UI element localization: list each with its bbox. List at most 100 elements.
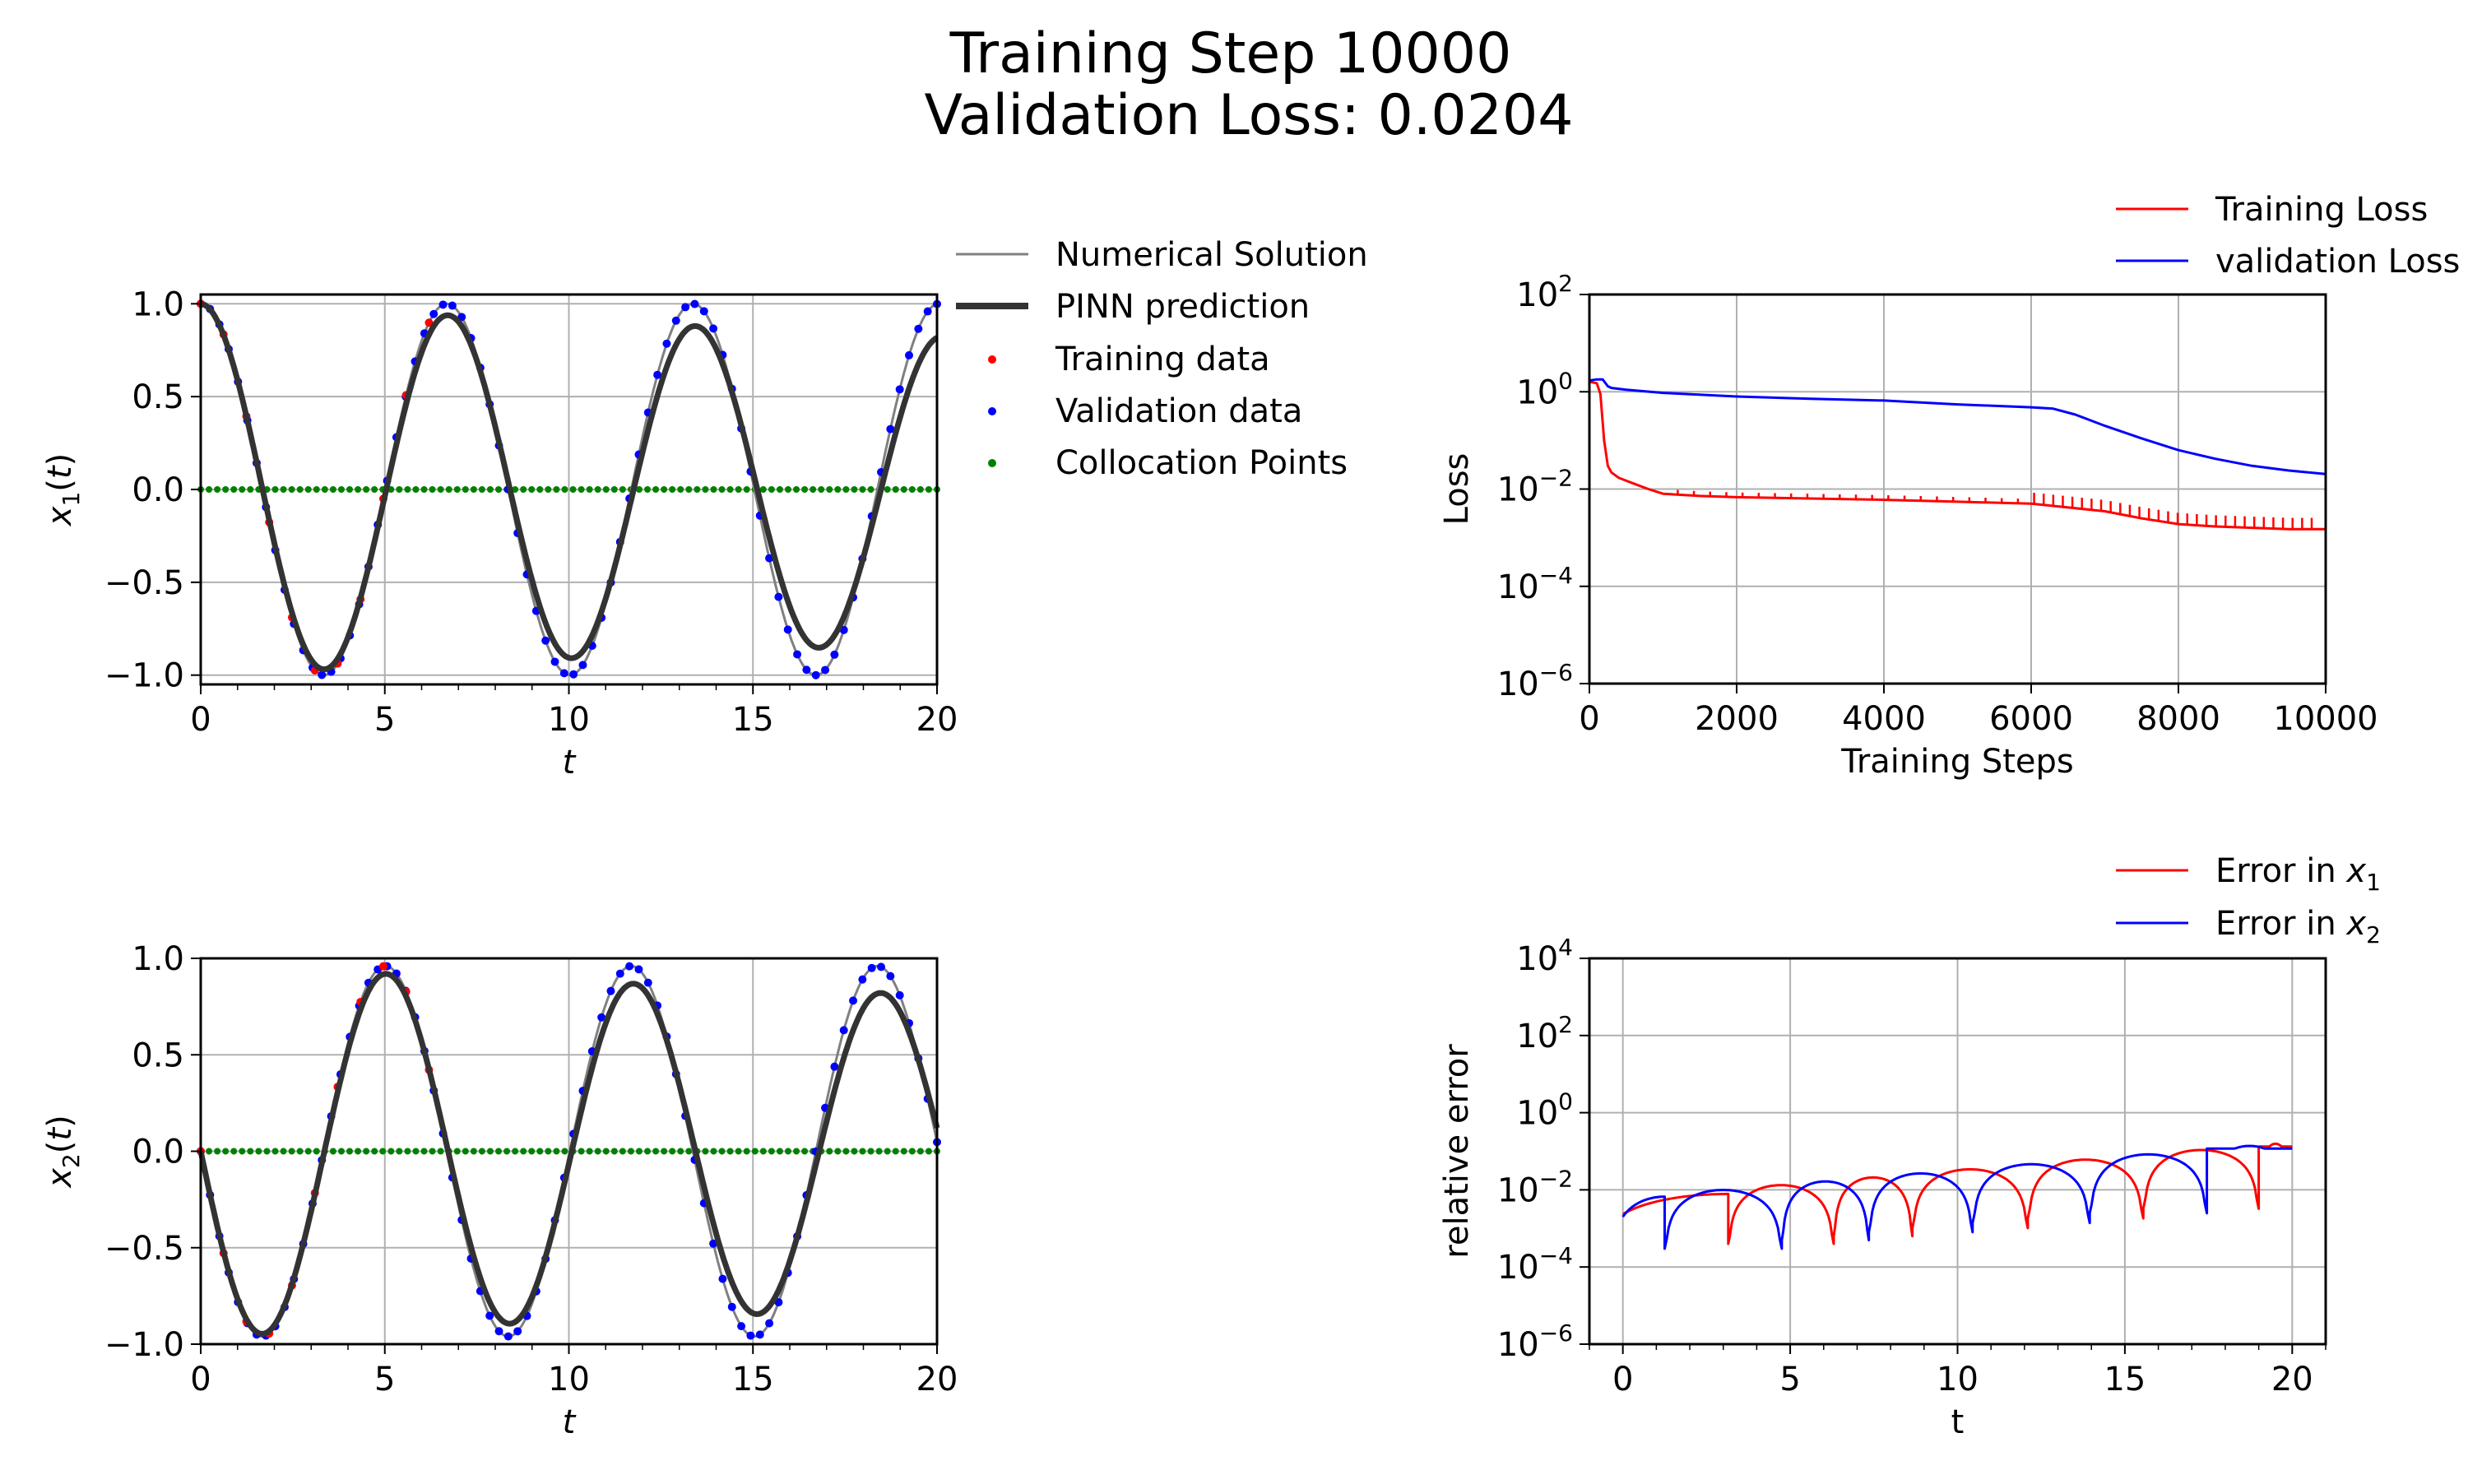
collocation-point (652, 486, 660, 493)
collocation-point (304, 486, 312, 493)
loss-legend: Training Loss validation Loss (2116, 191, 2460, 281)
y-tick-label: 1.0 (132, 285, 184, 323)
legend-label-training: Training data (1055, 341, 1270, 378)
collocation-point (644, 1148, 652, 1155)
validation-point (774, 592, 783, 601)
pinn-prediction-line (197, 971, 940, 1337)
x-tick-label: 5 (374, 1361, 395, 1398)
validation-point (746, 1331, 755, 1340)
x-tick-label: 15 (732, 1361, 774, 1398)
collocation-point (304, 1148, 312, 1155)
collocation-point (230, 486, 238, 493)
validation-point (727, 1302, 736, 1311)
validation-point (793, 650, 802, 659)
y-tick-label: 100 (1516, 1088, 1573, 1133)
collocation-point (619, 1148, 626, 1155)
collocation-point (916, 486, 924, 493)
collocation-point (867, 1148, 874, 1155)
x-tick-label: 20 (2271, 1361, 2313, 1398)
collocation-point (759, 486, 767, 493)
training-point (424, 318, 434, 327)
collocation-point (818, 486, 825, 493)
collocation-point (594, 1148, 601, 1155)
x-axis-label: t (1951, 1403, 1965, 1441)
collocation-point (661, 486, 668, 493)
collocation-point (462, 486, 469, 493)
validation-point (830, 650, 839, 659)
collocation-point (271, 1148, 279, 1155)
validation-point (737, 1322, 746, 1331)
collocation-point (280, 1148, 287, 1155)
x-tick-label: 20 (916, 701, 958, 739)
collocation-point (842, 486, 850, 493)
x-tick-label: 15 (2104, 1361, 2146, 1398)
legend-label-pinn: PINN prediction (1055, 288, 1310, 326)
collocation-point (726, 486, 734, 493)
collocation-point (296, 1148, 304, 1155)
collocation-point (578, 486, 585, 493)
collocation-point (735, 1148, 742, 1155)
y-axis-label: x2(t) (41, 1115, 85, 1189)
collocation-point (851, 486, 858, 493)
collocation-point (337, 1148, 345, 1155)
collocation-point (810, 486, 817, 493)
error-plot: 0 5 10 15 20 10−6 10−4 10−2 100 102 104 t relative e… (1438, 934, 2327, 1441)
x-tick-label: 5 (1779, 1361, 1800, 1398)
collocation-point (702, 1148, 709, 1155)
legend-label-validation: Validation data (1055, 392, 1302, 430)
collocation-point (346, 1148, 354, 1155)
collocation-point (445, 486, 452, 493)
collocation-point (214, 1148, 221, 1155)
x2-plot: 0 5 10 15 20 −1.0 −0.5 0.0 0.5 1.0 t x2(t) (41, 940, 958, 1441)
collocation-point (437, 1148, 444, 1155)
collocation-point (528, 486, 536, 493)
x-tick-label: 20 (916, 1361, 958, 1398)
y-axis-label: x1(t) (41, 453, 85, 527)
y-tick-label: 10−2 (1497, 1165, 1573, 1209)
validation-point (559, 669, 568, 678)
collocation-point (569, 486, 577, 493)
collocation-point (520, 1148, 527, 1155)
collocation-point (545, 1148, 552, 1155)
validation-point (690, 299, 699, 308)
x-axis-label: t (563, 1403, 577, 1441)
collocation-point (470, 486, 477, 493)
collocation-point (710, 1148, 717, 1155)
collocation-point (561, 1148, 568, 1155)
collocation-point (222, 1148, 230, 1155)
collocation-point (206, 1148, 213, 1155)
x1-plot: 0 5 10 15 20 −1.0 −0.5 0.0 0.5 1.0 t x1(t) (41, 285, 958, 781)
validation-point (914, 324, 923, 333)
y-tick-label: 102 (1516, 1011, 1573, 1055)
collocation-point (735, 486, 742, 493)
validation-point (503, 1332, 513, 1341)
validation-point (485, 1311, 494, 1320)
validation-point (802, 665, 811, 675)
y-tick-label: −1.0 (104, 657, 184, 695)
collocation-point (669, 1148, 676, 1155)
collocation-point (561, 486, 568, 493)
y-tick-label: 1.0 (132, 940, 184, 978)
collocation-point (801, 1148, 809, 1155)
collocation-point (619, 486, 626, 493)
collocation-point (371, 486, 378, 493)
validation-point (448, 301, 457, 310)
validation-point (569, 670, 578, 679)
collocation-point (586, 1148, 593, 1155)
collocation-point (826, 486, 833, 493)
collocation-point (908, 486, 916, 493)
validation-point (709, 1239, 718, 1248)
legend-swatch-collocation (988, 459, 996, 467)
y-tick-label: 10−2 (1497, 465, 1573, 509)
validation-point (821, 665, 830, 675)
collocation-point (793, 486, 800, 493)
collocation-point (239, 486, 246, 493)
collocation-point (884, 1148, 891, 1155)
validation-point (625, 962, 634, 971)
validation-point (615, 969, 624, 978)
collocation-point (925, 1148, 932, 1155)
collocation-point (751, 1148, 758, 1155)
x-tick-label: 0 (190, 701, 211, 739)
validation-point (709, 324, 718, 333)
collocation-point (694, 486, 701, 493)
